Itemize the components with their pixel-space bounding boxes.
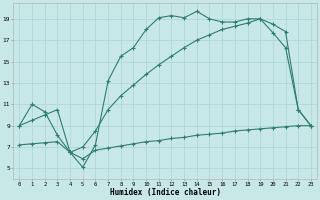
X-axis label: Humidex (Indice chaleur): Humidex (Indice chaleur) [110, 188, 220, 197]
